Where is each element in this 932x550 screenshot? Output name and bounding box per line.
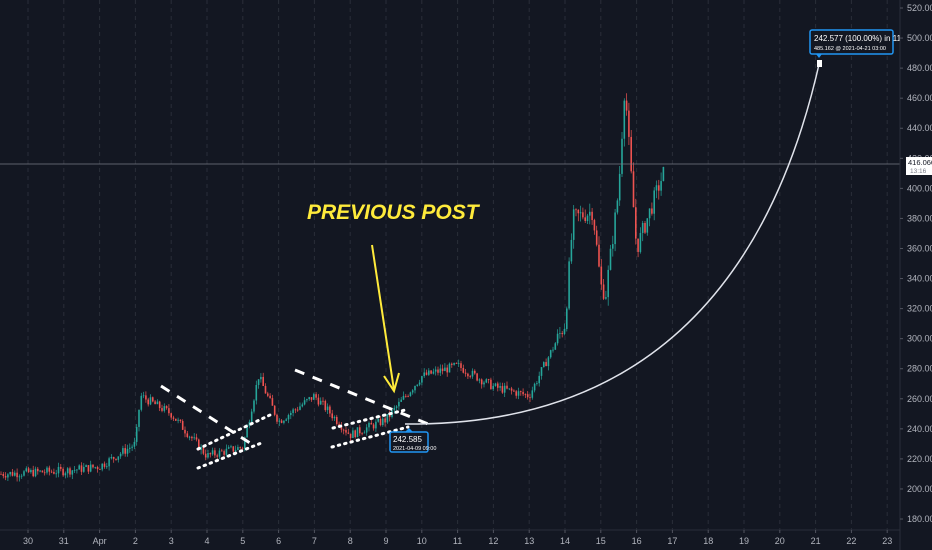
- time-tick-label: 31: [59, 536, 69, 546]
- time-tick-label: 15: [596, 536, 606, 546]
- time-tick-label: 5: [240, 536, 245, 546]
- time-tick-label: 14: [560, 536, 570, 546]
- time-tick-label: 13: [524, 536, 534, 546]
- time-tick-label: 3: [169, 536, 174, 546]
- price-tick-label: 220.000: [907, 454, 932, 464]
- price-tick-label: 400.000: [907, 183, 932, 193]
- price-tick-label: 360.000: [907, 243, 932, 253]
- previous-post-annotation: PREVIOUS POST: [307, 201, 481, 224]
- measure-end-box: 242.577 (100.00%) in 11d 18h 485.162 @ 2…: [809, 29, 921, 58]
- end-label-text: 242.577 (100.00%) in 11d 18h: [814, 34, 921, 43]
- price-tick-label: 380.000: [907, 213, 932, 223]
- time-axis-ticks: 30 31 Apr 2 3 4 5 6 7 8 9 10 11 12 13 14 15 16 17 18 19 20 21 2…: [23, 530, 892, 546]
- vertical-gridlines: [27, 0, 888, 530]
- time-tick-label: 7: [312, 536, 317, 546]
- price-tick-label: 260.000: [907, 394, 932, 404]
- price-tick-label: 480.000: [907, 63, 932, 73]
- price-tick-label: 180.000: [907, 514, 932, 524]
- price-label-value: 416.060: [908, 158, 932, 167]
- time-tick-label: 23: [882, 536, 892, 546]
- price-tick-label: 520.000: [907, 3, 932, 13]
- time-tick-label: 18: [703, 536, 713, 546]
- yellow-arrow: [371, 244, 400, 394]
- time-tick-label: 22: [846, 536, 856, 546]
- trendline-annotations: [160, 368, 429, 445]
- time-tick-label: 17: [667, 536, 677, 546]
- candlesticks: [0, 93, 665, 482]
- time-tick-label: 16: [632, 536, 642, 546]
- price-axis[interactable]: [900, 0, 932, 550]
- time-tick-label: 30: [23, 536, 33, 546]
- time-tick-label: 12: [488, 536, 498, 546]
- price-tick-label: 340.000: [907, 274, 932, 284]
- price-tick-label: 240.000: [907, 424, 932, 434]
- start-date-text: 2021-04-09 09:00: [393, 446, 436, 452]
- end-sub-text: 485.162 @ 2021-04-21 03:00: [814, 46, 886, 52]
- price-tick-label: 200.000: [907, 484, 932, 494]
- time-tick-label: 6: [276, 536, 281, 546]
- time-tick-label: 4: [204, 536, 209, 546]
- time-tick-label: 20: [775, 536, 785, 546]
- projection-endpoint-marker: [817, 60, 822, 67]
- time-tick-label: 2: [133, 536, 138, 546]
- start-price-text: 242.585: [393, 435, 422, 444]
- price-tick-label: 440.000: [907, 123, 932, 133]
- time-tick-label: 10: [417, 536, 427, 546]
- time-tick-label: 9: [383, 536, 388, 546]
- price-tick-label: 300.000: [907, 334, 932, 344]
- current-price-label: 416.060 13:16: [906, 157, 932, 175]
- time-tick-label: 8: [348, 536, 353, 546]
- dotted-channels: [196, 408, 410, 470]
- time-tick-label: 11: [453, 536, 462, 546]
- price-tick-label: 500.000: [907, 33, 932, 43]
- price-label-countdown: 13:16: [910, 168, 927, 175]
- time-tick-label: 21: [811, 536, 821, 546]
- price-tick-label: 280.000: [907, 364, 932, 374]
- measure-start-box: 242.585 2021-04-09 09:00: [389, 428, 436, 453]
- projection-curve: [405, 59, 821, 425]
- price-tick-label: 320.000: [907, 304, 932, 314]
- time-tick-label: 19: [739, 536, 749, 546]
- time-tick-label: Apr: [93, 536, 107, 546]
- price-tick-label: 460.000: [907, 93, 932, 103]
